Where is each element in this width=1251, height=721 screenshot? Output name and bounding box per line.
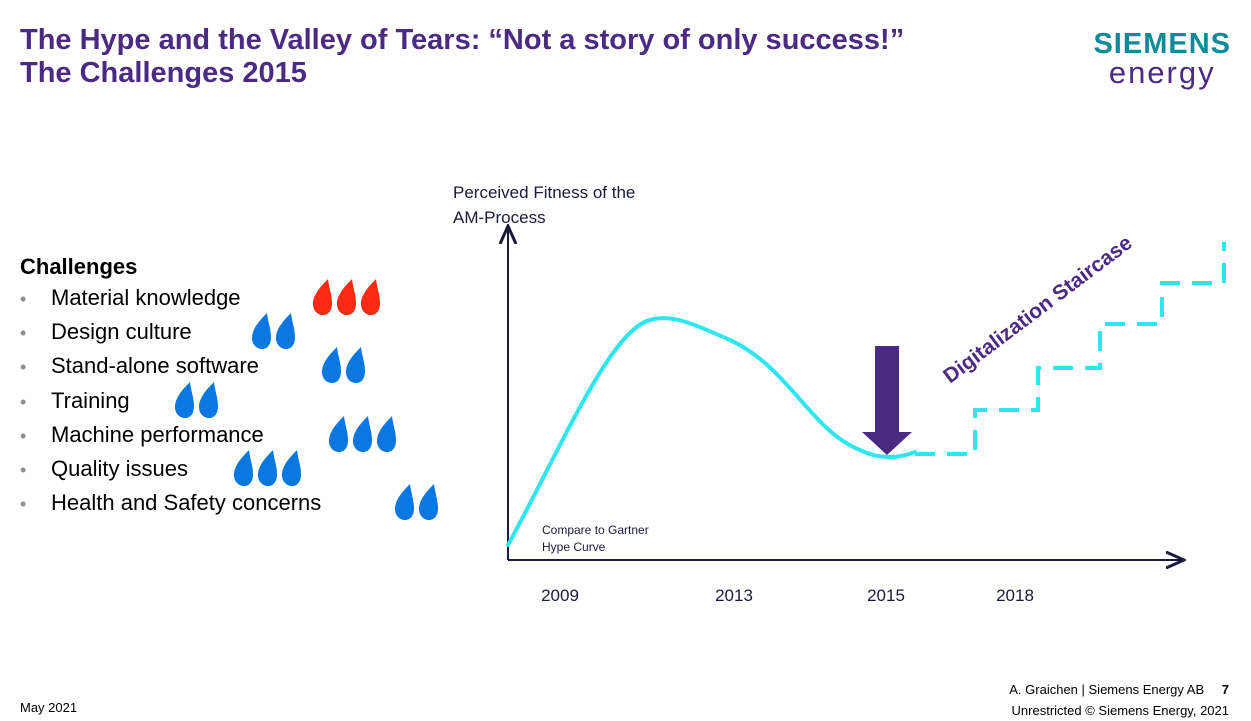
year-label-2018: 2018 (996, 586, 1034, 605)
challenge-label: Machine performance (51, 421, 264, 447)
page-number: 7 (1221, 682, 1229, 697)
y-axis-label-line-2: AM-Process (453, 208, 546, 227)
staircase-label: Digitalization Staircase (939, 231, 1136, 388)
tear-drop-icon (353, 415, 372, 452)
tear-drop-icon (337, 279, 356, 315)
challenge-item: • Health and Safety concerns (20, 484, 438, 523)
tear-drops (328, 415, 397, 453)
tear-drop-icon (395, 484, 414, 521)
challenge-item: • Material knowledge (20, 279, 380, 318)
tear-drops (312, 278, 381, 316)
title-line-1: The Hype and the Valley of Tears: “Not a… (20, 24, 905, 56)
tear-drop-icon (313, 279, 332, 315)
tear-drops (174, 381, 219, 419)
tear-drops (394, 483, 439, 521)
year-label-2015: 2015 (867, 586, 905, 605)
tear-drops (321, 346, 366, 384)
challenge-item: • Machine performance (20, 415, 396, 455)
challenge-item: • Quality issues (20, 449, 321, 489)
footer-info: A. Graichen | Siemens Energy AB 7 Unrest… (1009, 679, 1229, 721)
logo-energy: energy (1108, 55, 1216, 90)
bullet-icon: • (20, 494, 27, 515)
bullet-icon: • (20, 425, 27, 446)
tear-drop-icon (346, 347, 365, 384)
challenges-list: Challenges • Material knowledge • Design cu… (20, 254, 438, 523)
year-label-2013: 2013 (715, 586, 753, 605)
tear-drop-icon (258, 449, 277, 486)
year-label-2009: 2009 (541, 586, 579, 605)
bullet-icon: • (20, 323, 27, 344)
tear-drop-icon (252, 313, 271, 350)
tear-drop-icon (175, 381, 194, 418)
tear-drop-icon (377, 415, 396, 452)
challenge-label: Health and Safety concerns (51, 490, 322, 516)
tear-drop-icon (234, 449, 253, 486)
tear-drops (233, 449, 302, 487)
challenge-item: • Design culture (20, 313, 321, 352)
bullet-icon: • (20, 459, 27, 480)
challenge-label: Training (51, 387, 130, 413)
gartner-note-line-2: Hype Curve (542, 540, 606, 554)
challenge-label: Design culture (51, 319, 192, 345)
challenge-item: • Stand-alone software (20, 347, 365, 386)
footer-copyright: Unrestricted © Siemens Energy, 2021 (1011, 703, 1229, 718)
logo-siemens: SIEMENS (1093, 28, 1231, 60)
y-axis-label-line-1: Perceived Fitness of the (453, 183, 635, 202)
tear-drop-icon (282, 449, 301, 486)
tear-drop-icon (329, 415, 348, 452)
tear-drops (251, 312, 296, 350)
bullet-icon: • (20, 391, 27, 412)
challenges-items: • Material knowledge • Design culture • Stand… (20, 279, 438, 523)
tear-drop-icon (276, 313, 295, 350)
bullet-icon: • (20, 289, 27, 309)
bullet-icon: • (20, 357, 27, 378)
valley-arrow (862, 346, 912, 455)
tear-drop-icon (419, 484, 438, 521)
digitalization-staircase (915, 242, 1226, 456)
challenge-label: Quality issues (51, 455, 188, 481)
tear-drop-icon (322, 347, 341, 384)
challenge-label: Stand-alone software (51, 353, 259, 379)
siemens-energy-logo: SIEMENS energy (1093, 28, 1231, 90)
challenge-label: Material knowledge (51, 285, 241, 310)
challenges-heading: Challenges (20, 254, 138, 279)
tear-drop-icon (361, 279, 380, 315)
title-line-2: The Challenges 2015 (20, 57, 307, 89)
hype-curve (506, 316, 917, 547)
footer-author: A. Graichen | Siemens Energy AB (1009, 682, 1205, 697)
footer-date: May 2021 (20, 700, 78, 715)
tear-drop-icon (199, 381, 218, 418)
slide-title: The Hype and the Valley of Tears: “Not a… (20, 24, 904, 90)
challenge-item: • Training (20, 381, 321, 421)
gartner-note-line-1: Compare to Gartner (542, 523, 649, 537)
